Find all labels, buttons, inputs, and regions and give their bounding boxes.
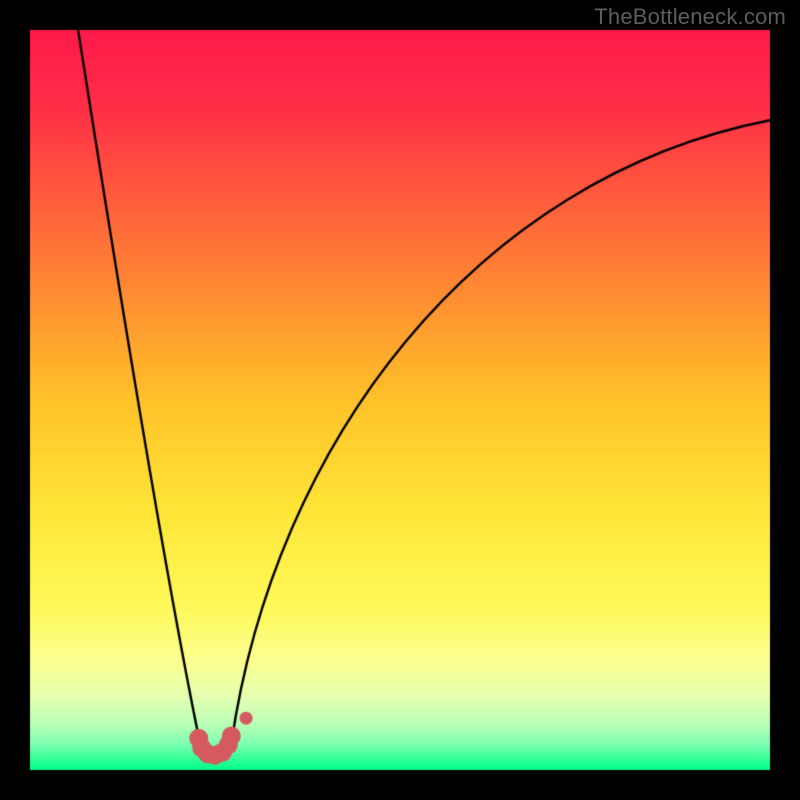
watermark-text: TheBottleneck.com bbox=[594, 4, 786, 30]
chart-stage: TheBottleneck.com bbox=[0, 0, 800, 800]
bottleneck-curve bbox=[0, 0, 800, 800]
